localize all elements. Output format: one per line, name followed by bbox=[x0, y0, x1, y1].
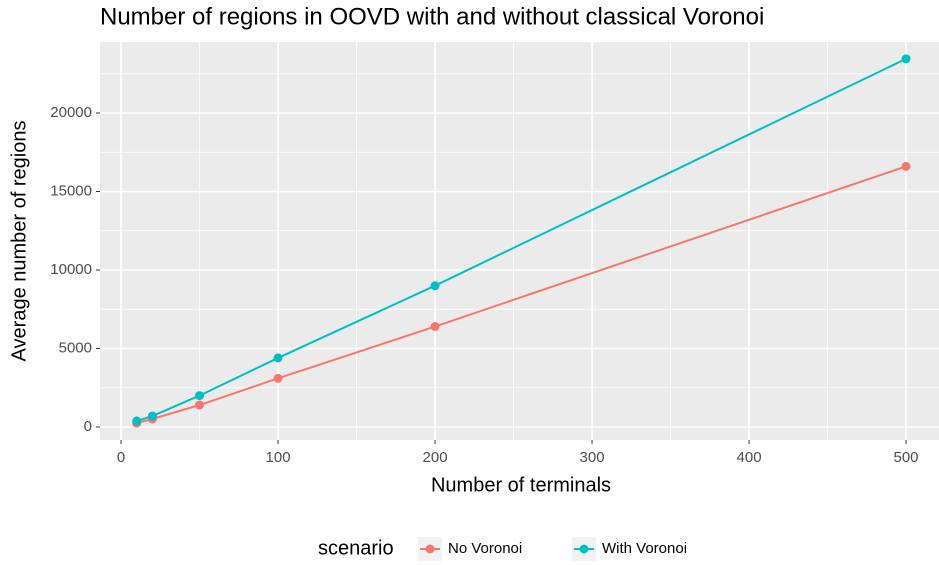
data-point bbox=[273, 353, 283, 363]
marks bbox=[132, 54, 911, 428]
x-tick-label: 0 bbox=[117, 449, 125, 466]
legend-label: No Voronoi bbox=[448, 540, 522, 557]
data-point bbox=[430, 281, 440, 291]
data-point bbox=[147, 411, 157, 421]
data-point bbox=[273, 373, 283, 383]
data-point bbox=[195, 391, 205, 401]
data-point bbox=[195, 400, 205, 410]
legend: scenario No Voronoi With Voronoi bbox=[318, 537, 687, 561]
x-axis-title: Number of terminals bbox=[431, 474, 611, 496]
y-tick-label: 20000 bbox=[50, 104, 92, 121]
y-axis-title: Average number of regions bbox=[8, 121, 30, 362]
legend-key-point bbox=[579, 544, 589, 554]
legend-label: With Voronoi bbox=[602, 540, 687, 557]
legend-key-point bbox=[425, 544, 435, 554]
x-tick-label: 500 bbox=[894, 449, 919, 466]
chart-title: Number of regions in OOVD with and witho… bbox=[100, 3, 764, 30]
data-point bbox=[901, 54, 911, 64]
data-point bbox=[430, 322, 440, 332]
panel-background bbox=[100, 42, 939, 440]
y-tick-label: 5000 bbox=[59, 339, 92, 356]
x-tick-label: 100 bbox=[266, 449, 291, 466]
y-tick-label: 0 bbox=[84, 418, 92, 435]
x-tick-label: 300 bbox=[580, 449, 605, 466]
data-point bbox=[132, 416, 142, 426]
y-tick-label: 15000 bbox=[50, 182, 92, 199]
grid bbox=[100, 42, 939, 440]
x-tick-label: 400 bbox=[737, 449, 762, 466]
data-point bbox=[901, 161, 911, 171]
legend-title: scenario bbox=[318, 537, 394, 559]
y-tick-label: 10000 bbox=[50, 261, 92, 278]
x-tick-label: 200 bbox=[423, 449, 448, 466]
